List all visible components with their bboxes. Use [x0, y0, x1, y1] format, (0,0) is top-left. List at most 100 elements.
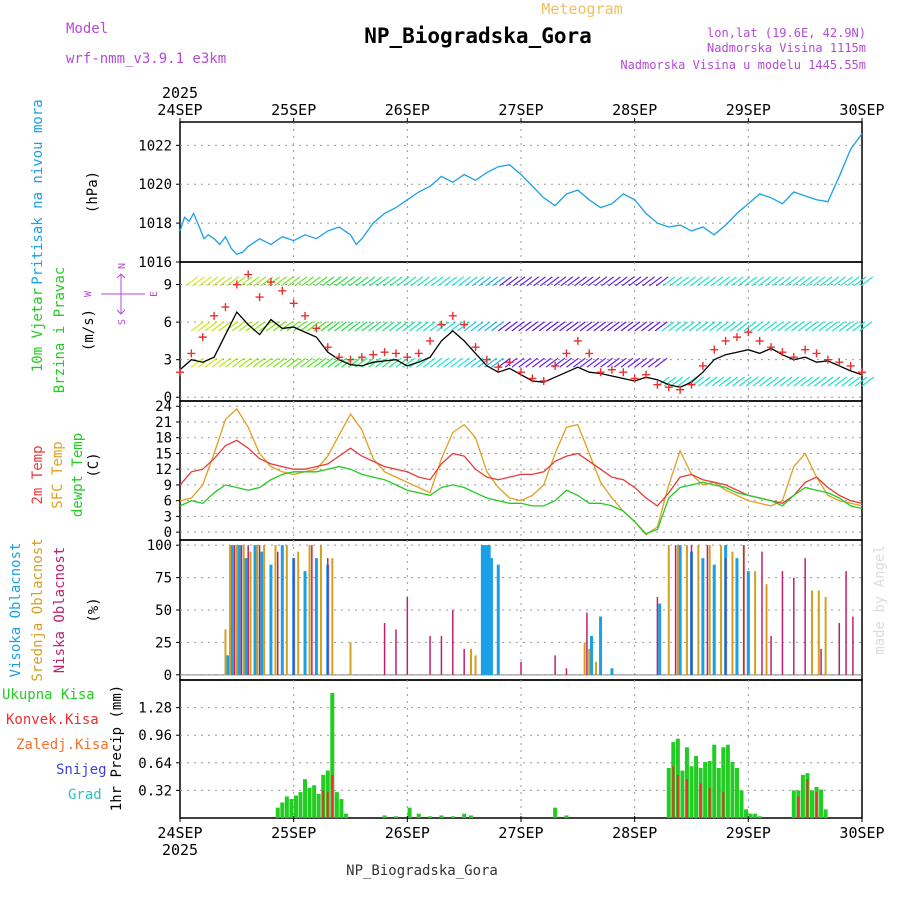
wind-barb	[375, 321, 388, 332]
legend-hail: Grad	[68, 787, 102, 803]
wind-barb	[225, 357, 238, 368]
wind-barb	[737, 276, 751, 287]
wind-barb	[525, 321, 538, 332]
wind-barb	[191, 357, 204, 368]
gust-marker	[198, 333, 207, 342]
wind-barb	[772, 376, 786, 387]
wind-barb	[306, 357, 320, 368]
wind-barb	[846, 276, 860, 287]
wind-barb	[765, 276, 778, 287]
wind-barb	[192, 276, 205, 287]
gust-marker	[835, 358, 844, 367]
temp-unit: (C)	[86, 452, 102, 477]
wind-barb	[300, 357, 313, 368]
top-day-label: 27SEP	[498, 101, 543, 119]
y-tick-label: 1020	[138, 177, 172, 193]
wind-barb	[204, 357, 218, 368]
precip-total-bar	[439, 815, 444, 818]
wind-barb	[429, 321, 443, 332]
wind-barb	[553, 276, 567, 287]
wind-barb	[456, 321, 470, 332]
y-tick-label: 21	[155, 415, 172, 431]
wind-barb	[593, 321, 607, 332]
gust-marker	[528, 374, 537, 383]
wind-barb	[526, 276, 540, 287]
wind-barb	[252, 321, 266, 332]
wind-barb	[396, 276, 410, 287]
wind-barb	[647, 321, 661, 332]
wind-barb	[586, 357, 600, 368]
wind-barb	[463, 321, 477, 332]
wind-barb	[485, 276, 499, 287]
wind-barb	[546, 276, 560, 287]
gust-marker	[176, 368, 184, 377]
wind-barb	[572, 321, 586, 332]
wind-barb	[670, 376, 684, 387]
wind-barb	[710, 276, 724, 287]
gust-marker	[539, 376, 548, 385]
wind-barb	[647, 357, 661, 368]
top-x-axis: 24SEP 25SEP 26SEP 27SEP 28SEP 29SEP 30SEP	[157, 101, 885, 124]
gust-marker	[335, 353, 344, 362]
gust-marker	[437, 320, 446, 329]
precip-total-bar	[753, 813, 758, 818]
wind-barb	[840, 276, 853, 287]
wind-barb	[793, 376, 807, 387]
wind-barb	[621, 276, 635, 287]
wind-barb	[854, 376, 868, 387]
precip-conv-bar	[806, 779, 809, 818]
wind-barb	[690, 276, 703, 287]
wind-barb	[279, 321, 293, 332]
wind-barb	[743, 321, 757, 332]
wind-barb	[704, 376, 718, 387]
wind-barb	[280, 276, 294, 287]
precip-total-bar	[316, 793, 321, 818]
wind-barb	[245, 357, 259, 368]
cloud-title-2: Srednja Oblacnost	[30, 538, 46, 681]
temp-title-2: SFC Temp	[50, 441, 66, 508]
gust-marker	[391, 349, 400, 358]
gust-marker	[232, 280, 241, 289]
wind-barb	[328, 276, 342, 287]
wind-barb	[594, 276, 608, 287]
precip-conv-bar	[672, 766, 675, 818]
cloud-panel: 0 25 50 75 100	[147, 538, 863, 684]
wind-barb	[511, 357, 525, 368]
precip-total-bar	[791, 790, 796, 818]
wind-barb	[777, 321, 791, 332]
cloud-unit: (%)	[86, 597, 102, 622]
precip-total-bar	[748, 813, 753, 818]
gust-marker	[301, 311, 310, 320]
wind-barb	[847, 376, 861, 387]
wind-barb	[499, 276, 512, 287]
precip-total-bar	[819, 789, 824, 818]
wind-barb	[859, 321, 873, 332]
wind-barb	[786, 376, 800, 387]
gust-marker	[573, 336, 582, 345]
wind-barb	[792, 276, 806, 287]
precip-total-bar	[293, 795, 298, 818]
gust-marker	[482, 355, 491, 364]
wind-barb	[771, 276, 785, 287]
wind-unit: (m/s)	[81, 309, 97, 351]
y-tick-label: 50	[155, 603, 172, 619]
wind-barb	[784, 321, 798, 332]
precip-conv-bar	[722, 792, 725, 818]
wind-barb	[702, 321, 716, 332]
gust-marker	[369, 350, 378, 359]
wind-barb	[620, 357, 634, 368]
y-tick-label: 100	[147, 538, 172, 554]
wind-barb	[812, 276, 826, 287]
gust-marker	[221, 303, 230, 312]
credit-text: made by Angel	[872, 545, 888, 655]
cloud-title-3: Niska Oblacnost	[52, 547, 68, 673]
wind-barb	[293, 357, 307, 368]
wind-barb	[273, 276, 287, 287]
precip-conv-bar	[676, 774, 679, 818]
wind-barb	[539, 276, 553, 287]
wind-barb	[342, 276, 355, 287]
y-tick-label: 3	[164, 353, 172, 369]
wind-barb	[600, 357, 613, 368]
y-tick-label: 9	[164, 478, 172, 494]
wind-barb	[813, 376, 827, 387]
